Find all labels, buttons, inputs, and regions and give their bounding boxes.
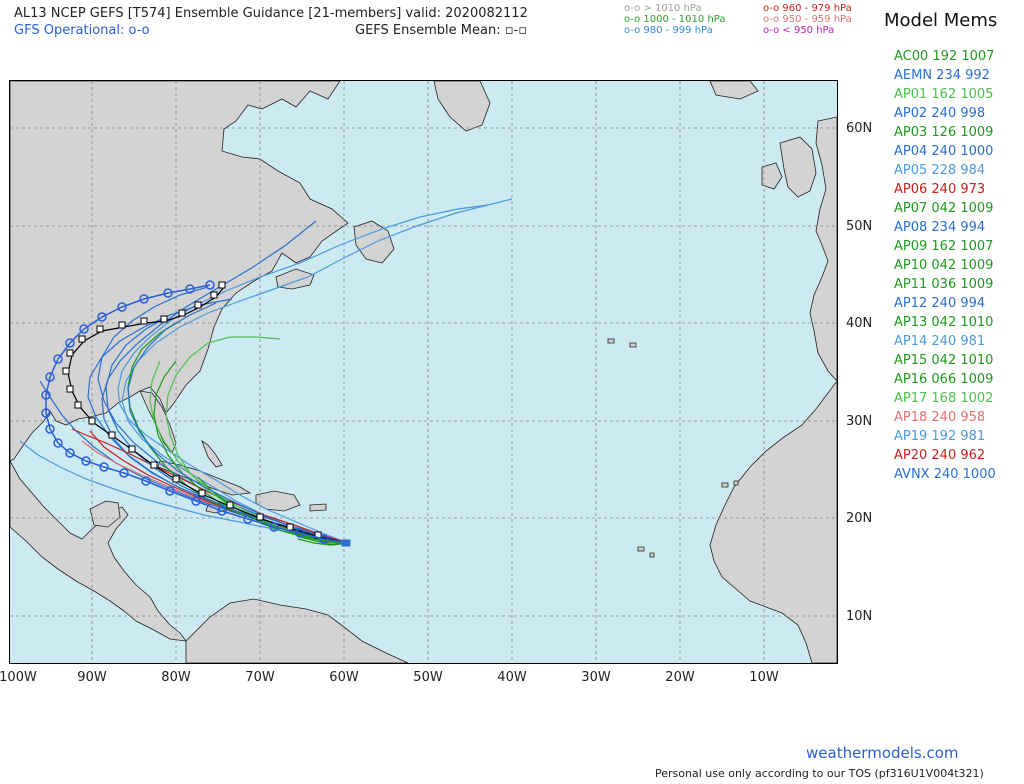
ensemble-mean-label: GEFS Ensemble Mean: [355,23,505,38]
gfs-operational-legend: GFS Operational: o-o [14,23,150,38]
lon-label-70w: 70W [245,670,275,685]
puerto-rico [309,503,327,512]
watermark-link[interactable]: weathermodels.com [806,744,959,762]
bahamas [201,439,223,468]
member-ap07: AP07 042 1009 [894,201,994,216]
north-america-land [9,80,349,462]
track-ap05 [117,204,489,544]
pressure-key-980-999: o-o 980 - 999 hPa [624,25,713,36]
cape-verde [637,546,655,558]
ensemble-mean-symbol: ▫-▫ [504,23,528,38]
member-ap13: AP13 042 1010 [894,315,994,330]
member-ap02: AP02 240 998 [894,106,986,121]
lon-label-20w: 20W [665,670,695,685]
pressure-key-1000-1010: o-o 1000 - 1010 hPa [624,14,726,25]
lon-label-50w: 50W [413,670,443,685]
lat-label-50n: 50N [846,219,873,234]
azores [607,338,637,348]
canary-islands [721,480,739,488]
track-ap06 [71,428,349,544]
member-ap01: AP01 162 1005 [894,87,994,102]
lon-label-60w: 60W [329,670,359,685]
member-avnx: AVNX 240 1000 [894,467,996,482]
map-canvas [9,80,838,664]
member-ap14: AP14 240 981 [894,334,986,349]
lon-label-30w: 30W [581,670,611,685]
pressure-key-lt950: o-o < 950 hPa [763,25,835,36]
lat-label-10n: 10N [846,609,873,624]
member-ap17: AP17 168 1002 [894,391,994,406]
ensemble-mean-track [62,281,349,544]
pressure-key-960-979: o-o 960 - 979 hPa [763,3,852,14]
ensemble-mean-legend: GEFS Ensemble Mean: ▫-▫ [355,23,527,38]
member-ap09: AP09 162 1007 [894,239,994,254]
member-ap06: AP06 240 973 [894,182,986,197]
member-ap05: AP05 228 984 [894,163,986,178]
mexico-central-america [9,459,187,642]
africa [709,379,838,664]
pressure-key-950-959: o-o 950 - 959 hPa [763,14,852,25]
iceland [709,80,759,100]
storm-start-marker [341,539,351,547]
ireland [761,162,783,190]
land-masses [9,80,838,664]
lat-label-60n: 60N [846,121,873,136]
lat-label-30n: 30N [846,414,873,429]
lon-label-100w: 100W [0,670,37,685]
lat-label-20n: 20N [846,511,873,526]
member-ap12: AP12 240 994 [894,296,986,311]
member-ap11: AP11 036 1009 [894,277,994,292]
track-ap19 [19,440,349,544]
track-ap10 [297,534,348,544]
member-ap19: AP19 192 981 [894,429,986,444]
member-ac00: AC00 192 1007 [894,49,995,64]
member-ap15: AP15 042 1010 [894,353,994,368]
member-ap16: AP16 066 1009 [894,372,994,387]
members-panel-title: Model Mems [884,10,998,31]
ensemble-tracks [19,198,513,546]
lon-label-80w: 80W [161,670,191,685]
member-ap18: AP18 240 958 [894,410,986,425]
pressure-key-gt1010: o-o > 1010 hPa [624,3,702,14]
member-ap10: AP10 042 1009 [894,258,994,273]
yucatan [89,500,121,528]
florida [139,390,177,454]
newfoundland [353,220,395,264]
member-aemn: AEMN 234 992 [894,68,990,83]
chart-title: AL13 NCEP GEFS [T574] Ensemble Guidance … [14,6,528,21]
lon-label-90w: 90W [77,670,107,685]
lat-label-40n: 40N [846,316,873,331]
europe [809,116,838,383]
gfs-operational-track [41,280,349,544]
graticule [10,81,837,663]
member-ap20: AP20 240 962 [894,448,986,463]
track-ap14 [121,198,513,544]
track-map [9,80,838,664]
track-ap08 [97,286,349,544]
lon-label-10w: 10W [749,670,779,685]
lon-label-40w: 40W [497,670,527,685]
british-isles [779,136,817,198]
member-ap03: AP03 126 1009 [894,125,994,140]
member-ap08: AP08 234 994 [894,220,986,235]
tos-note: Personal use only according to our TOS (… [655,767,984,780]
member-ap04: AP04 240 1000 [894,144,994,159]
track-avnx [127,302,349,544]
